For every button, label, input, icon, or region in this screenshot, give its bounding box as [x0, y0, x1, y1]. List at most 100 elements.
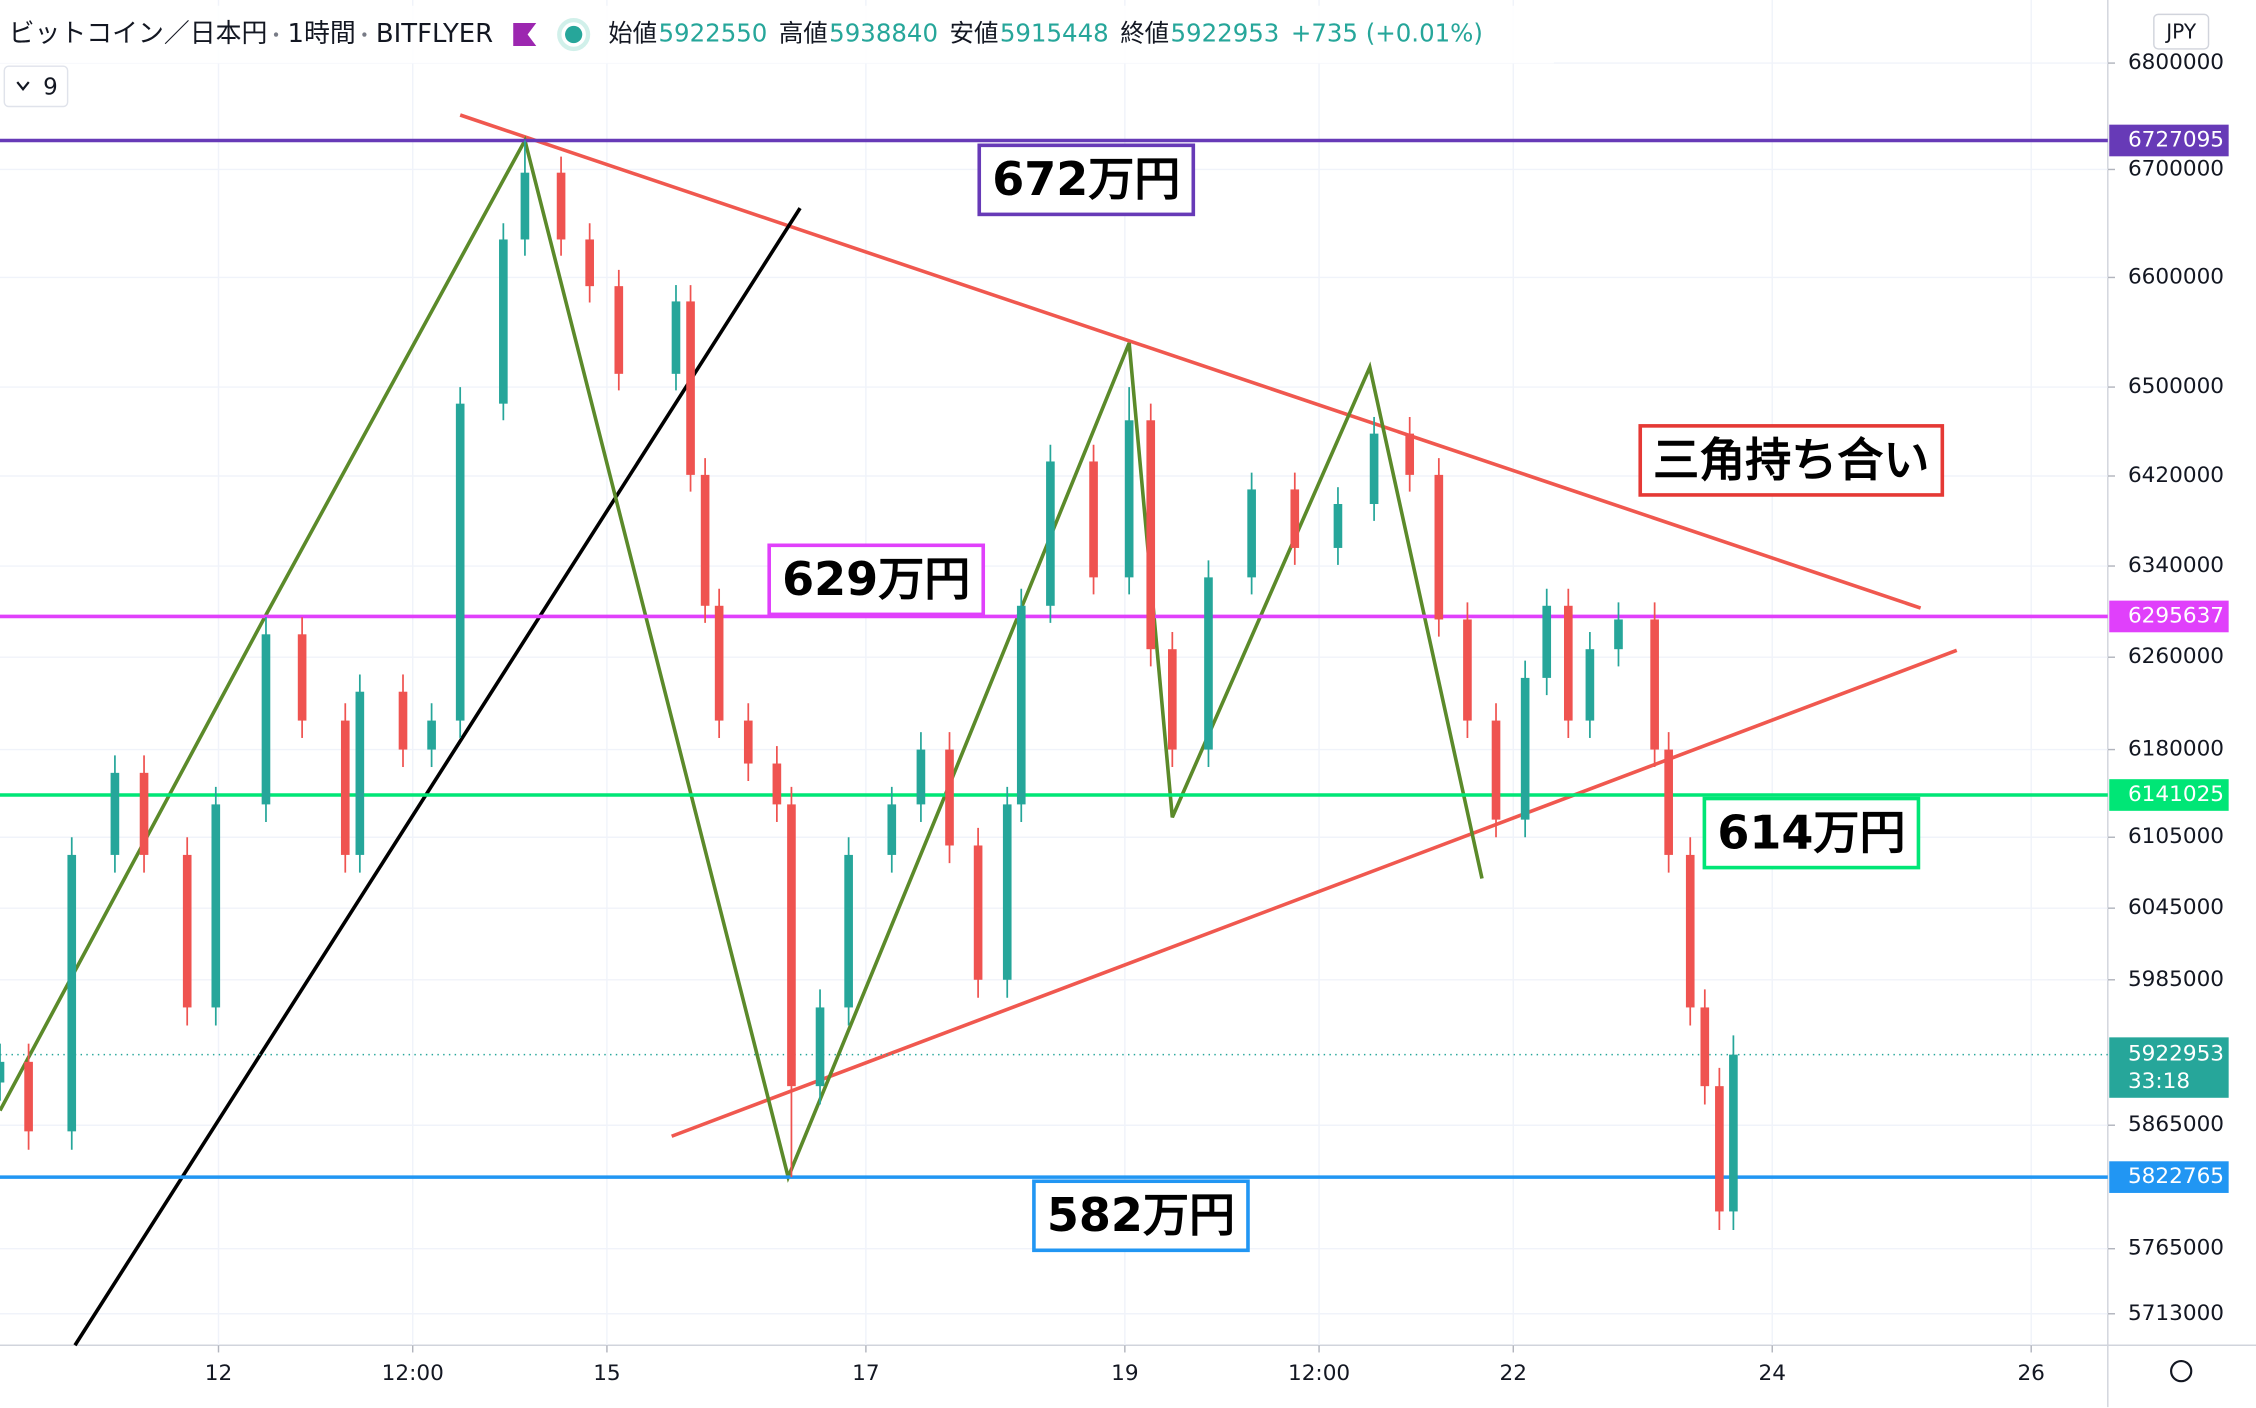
candle-body: [945, 749, 954, 846]
candle-body: [24, 1061, 33, 1132]
candle-body: [1333, 504, 1343, 548]
y-tick-label: 5713000: [2128, 1301, 2224, 1326]
header-text: 1時間: [288, 19, 356, 49]
x-tick-label: 26: [2017, 1361, 2044, 1386]
candle-body: [297, 634, 307, 721]
candle-body: [772, 763, 782, 805]
price-tag: [2109, 124, 2229, 157]
y-tick-label: 6105000: [2128, 824, 2224, 849]
candle-body: [1002, 804, 1012, 980]
candle-body: [887, 804, 897, 855]
countdown: 33:18: [2128, 1069, 2190, 1094]
candles: [0, 140, 1738, 1231]
candle-body: [1491, 720, 1501, 820]
candle-body: [1650, 619, 1659, 750]
candle-body: [815, 1007, 825, 1087]
candle-body: [0, 1061, 5, 1083]
currency-box[interactable]: [2153, 13, 2210, 50]
annotations: 672万円 629万円 614万円 582万円 三角持ち合い: [767, 143, 1945, 1253]
price-tag: [2109, 600, 2229, 633]
price-tag-label: 5922953: [2128, 1042, 2224, 1067]
candle-body: [211, 804, 221, 1008]
candle-body: [1542, 605, 1552, 678]
candle-body: [398, 691, 408, 750]
price-tag: [2109, 1161, 2229, 1193]
y-tick-label: 6420000: [2128, 463, 2224, 488]
candle-body: [1146, 420, 1156, 650]
header: ビットコイン／日本円 1時間 BITFLYER 始値 5922550 高値 5938840 安…: [0, 5, 2210, 108]
header-text: ビットコイン／日本円: [9, 19, 268, 49]
y-tick-label: 5865000: [2128, 1112, 2224, 1137]
level-annotation-box: [1032, 1179, 1250, 1253]
pattern-annotation: 三角持ち合い: [1653, 433, 1929, 487]
candle-body: [1290, 489, 1300, 548]
price-tag: [2109, 779, 2229, 811]
header-text: BITFLYER: [376, 19, 493, 49]
candle-body: [1520, 677, 1530, 820]
candle-body: [787, 804, 796, 1087]
candle-body: [1585, 649, 1595, 721]
x-tick-label: 24: [1759, 1361, 1786, 1386]
separator: [273, 32, 279, 37]
status-ring: [557, 17, 591, 52]
level-annotation: 672万円: [992, 152, 1180, 206]
y-tick-label: 6500000: [2128, 374, 2224, 399]
indicator-toggle[interactable]: [3, 65, 69, 108]
price-tag-label: 6295637: [2128, 603, 2224, 628]
candle-body: [499, 239, 508, 404]
candle-body: [139, 772, 149, 855]
candle-body: [427, 720, 436, 750]
candle-body: [110, 772, 120, 855]
candle-body: [686, 301, 695, 475]
candle-body: [671, 301, 681, 374]
price-tag-label: 6727095: [2128, 127, 2224, 152]
x-tick-label: 12:00: [1288, 1361, 1350, 1386]
candle-body: [1700, 1007, 1710, 1087]
header-text: 5915448: [1000, 19, 1109, 48]
level-annotation: 629万円: [782, 552, 970, 606]
y-tick-label: 6340000: [2128, 553, 2224, 578]
candle-body: [340, 720, 350, 855]
candle-body: [520, 172, 530, 240]
candle-body: [1089, 461, 1098, 578]
candle-body: [1405, 433, 1415, 475]
y-tick-label: 6260000: [2128, 644, 2224, 669]
candle-body: [1016, 605, 1026, 805]
status-dot: [565, 25, 583, 44]
header-text: 5922953: [1171, 19, 1280, 48]
candle-body: [1729, 1054, 1738, 1212]
price-tag-label: 6141025: [2128, 782, 2224, 807]
candle-body: [585, 239, 594, 287]
trend-line: [73, 207, 802, 1347]
header-text: +735 (+0.01%): [1291, 19, 1483, 48]
y-tick-label: 6800000: [2128, 50, 2224, 75]
chevron-icon: [16, 81, 30, 91]
candle-body: [455, 403, 465, 721]
separator: [362, 32, 367, 37]
x-tick-label: 22: [1500, 1361, 1527, 1386]
x-tick-label: 17: [852, 1361, 879, 1386]
candle-body: [743, 720, 753, 764]
level-annotation-box: [977, 143, 1196, 217]
candle-body: [844, 854, 853, 1008]
x-tick-label: 19: [1111, 1361, 1138, 1386]
candle-body: [556, 172, 566, 240]
candle-body: [1685, 854, 1695, 1008]
candle-body: [182, 854, 192, 1008]
y-tick-label: 6180000: [2128, 737, 2224, 762]
indicator-length: 9: [43, 74, 58, 100]
settings-icon[interactable]: [2170, 1360, 2193, 1383]
candle-body: [1664, 749, 1673, 855]
header-text: 高値: [779, 19, 828, 48]
candle-body: [355, 691, 365, 855]
header-text: 始値: [608, 19, 657, 48]
y-tick-label: 6700000: [2128, 156, 2224, 181]
header-text: 5938840: [829, 19, 938, 48]
level-annotation-box: [767, 543, 986, 617]
flag-icon[interactable]: [513, 23, 537, 47]
candle-body: [700, 474, 710, 606]
level-annotation-box: [1702, 796, 1921, 870]
trend-line: [671, 648, 1958, 1138]
